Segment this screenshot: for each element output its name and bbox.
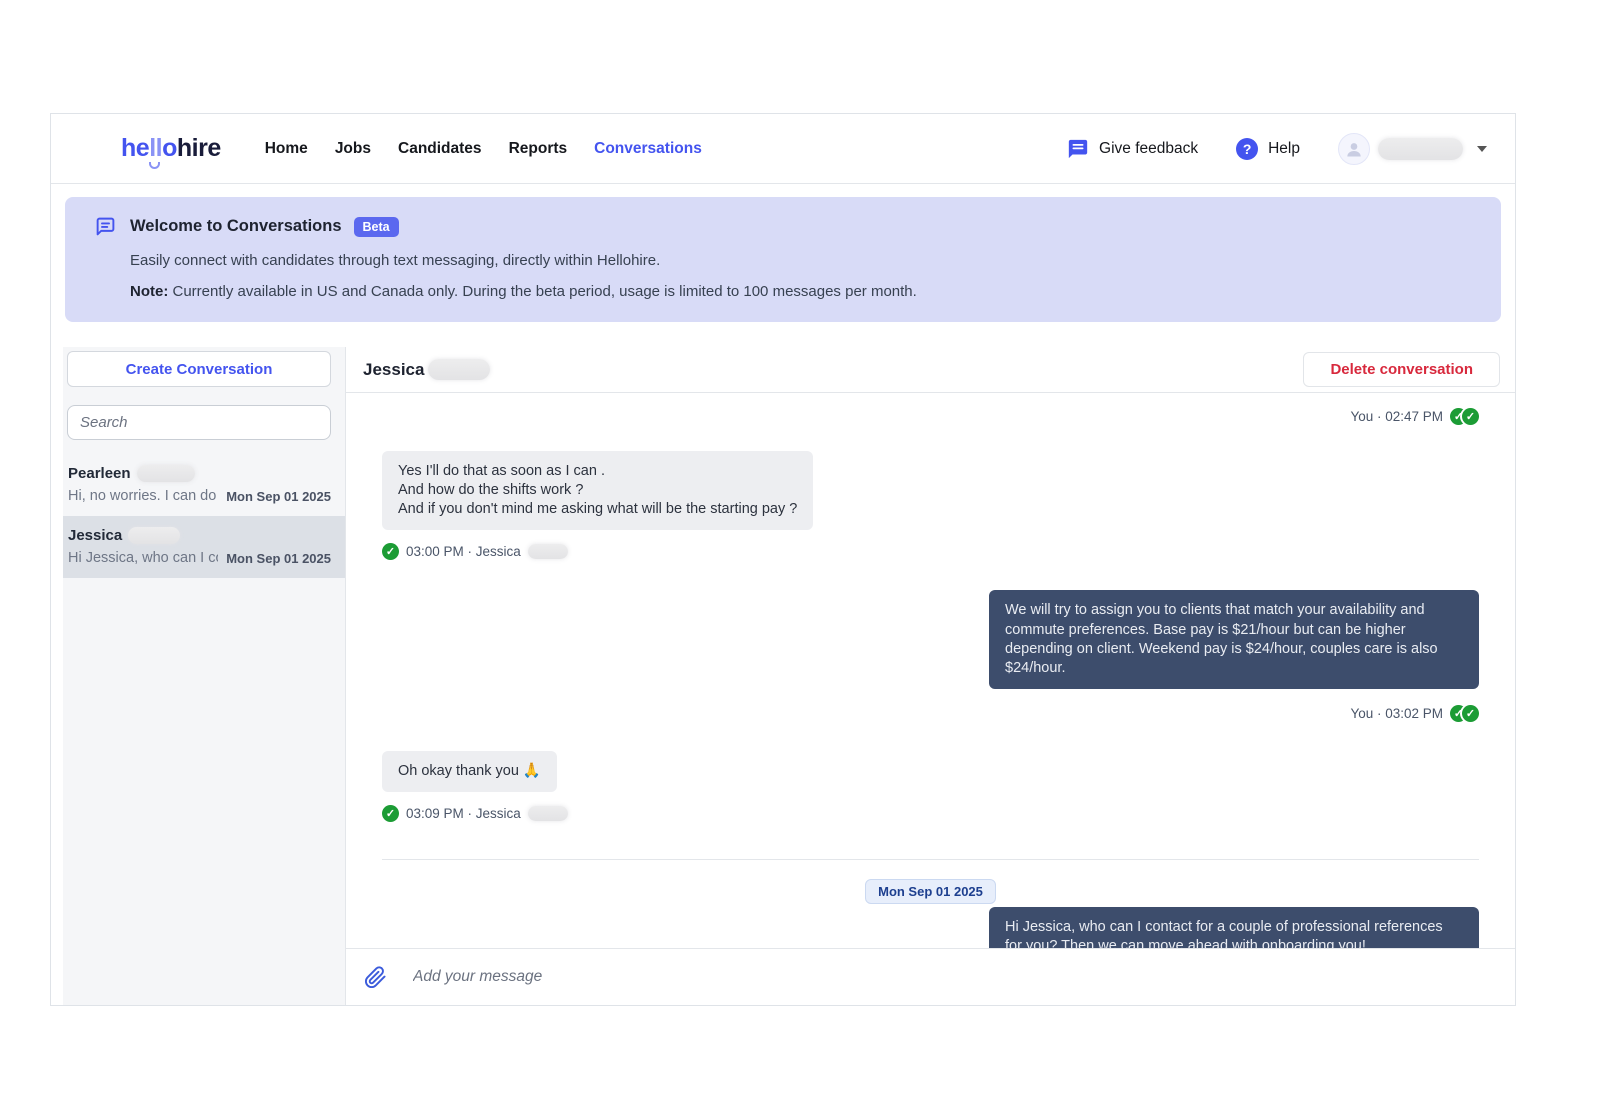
message-meta-incoming: ✓ 03:09 PM · Jessica (382, 805, 1479, 822)
redacted-last-name (136, 465, 195, 482)
feedback-icon (1068, 139, 1088, 158)
top-nav: hell ohire Home Jobs Candidates Reports C… (51, 114, 1515, 184)
nav-jobs[interactable]: Jobs (334, 139, 371, 157)
top-nav-right: Give feedback ? Help (1067, 132, 1487, 165)
message-meta-outgoing: You · 03:02 PM ✓ ✓ (382, 704, 1479, 722)
logo-text-hire: hire (176, 134, 221, 162)
message-meta-incoming: ✓ 03:00 PM · Jessica (382, 543, 1479, 561)
nav-conversations[interactable]: Conversations (594, 139, 702, 157)
conversation-list: Pearleen Hi, no worries. I can do 10... … (63, 454, 345, 578)
logo-curve (149, 162, 161, 169)
conversation-date: Mon Sep 01 2025 (226, 488, 331, 504)
conversation-preview: Hi, no worries. I can do 10... (68, 488, 218, 504)
chat-contact-name: Jessica (363, 359, 491, 380)
banner-title: Welcome to Conversations (130, 217, 342, 235)
chevron-down-icon (1477, 145, 1487, 152)
avatar (1338, 132, 1370, 165)
help-icon: ? (1236, 137, 1259, 160)
banner-note: Note: Currently available in US and Cana… (130, 283, 1471, 300)
logo-text-o: o (162, 134, 177, 162)
create-conversation-button[interactable]: Create Conversation (67, 351, 331, 387)
day-divider-line (382, 859, 1479, 860)
incoming-message-bubble: Oh okay thank you 🙏 (382, 750, 557, 792)
redacted-last-name (527, 544, 568, 560)
redacted-last-name (128, 527, 181, 544)
message-input[interactable] (413, 968, 1497, 986)
hellohire-logo[interactable]: hell ohire (121, 134, 221, 169)
conversation-name: Jessica (68, 527, 123, 544)
banner-note-text: Currently available in US and Canada onl… (168, 283, 917, 300)
nav-candidates[interactable]: Candidates (398, 139, 482, 157)
attachment-paperclip-icon[interactable] (364, 965, 387, 989)
help-button[interactable]: ? Help (1236, 137, 1300, 160)
outgoing-message-bubble: We will try to assign you to clients tha… (989, 590, 1479, 689)
give-feedback-label: Give feedback (1099, 139, 1199, 157)
conversation-name: Pearleen (68, 465, 131, 482)
banner-note-label: Note: (130, 283, 169, 300)
conversation-list-item-jessica[interactable]: Jessica Hi Jessica, who can I cont... Mo… (63, 516, 345, 578)
main-nav: Home Jobs Candidates Reports Conversatio… (265, 140, 702, 158)
conversations-sidebar: Create Conversation Pearleen Hi, no worr… (63, 347, 346, 1005)
chat-panel: Jessica Delete conversation You · 02:47 … (346, 347, 1515, 1005)
conversation-preview: Hi Jessica, who can I cont... (68, 550, 218, 566)
check-icon: ✓ (382, 805, 399, 822)
redacted-account-name (1378, 137, 1463, 160)
message-meta-text: You · 03:02 PM (1350, 705, 1443, 721)
incoming-message-bubble: Yes I'll do that as soon as I can . And … (382, 451, 814, 531)
app-window: hell ohire Home Jobs Candidates Reports C… (50, 113, 1516, 1006)
delete-conversation-button[interactable]: Delete conversation (1303, 352, 1500, 387)
date-chip: Mon Sep 01 2025 (865, 879, 996, 904)
conversation-list-item-pearleen[interactable]: Pearleen Hi, no worries. I can do 10... … (63, 454, 345, 516)
help-label: Help (1268, 139, 1300, 157)
person-icon (1347, 142, 1361, 156)
delivered-read-checks: ✓ ✓ (1450, 704, 1479, 722)
redacted-last-name (428, 359, 491, 380)
account-menu[interactable] (1338, 132, 1487, 165)
message-history[interactable]: You · 02:47 PM ✓ ✓ Yes I'll do that as so… (346, 393, 1515, 948)
logo-text-ll: ll (149, 134, 163, 169)
check-icon: ✓ (1462, 408, 1479, 425)
logo-text-he: he (121, 134, 150, 162)
content-area: Create Conversation Pearleen Hi, no worr… (51, 347, 1515, 1005)
outgoing-message-bubble: Hi Jessica, who can I contact for a coup… (989, 907, 1479, 948)
give-feedback-button[interactable]: Give feedback (1067, 138, 1198, 160)
check-icon: ✓ (382, 543, 399, 561)
redacted-last-name (527, 806, 568, 821)
conversation-date: Mon Sep 01 2025 (226, 550, 331, 566)
welcome-banner: Welcome to Conversations Beta Easily con… (65, 197, 1501, 322)
delivered-read-checks: ✓ ✓ (1450, 408, 1479, 425)
message-meta-text: 03:09 PM · Jessica (406, 806, 521, 821)
search-input[interactable] (67, 405, 331, 440)
message-meta-outgoing: You · 02:47 PM ✓ ✓ (382, 408, 1479, 425)
conversations-icon (96, 217, 115, 236)
banner-description: Easily connect with candidates through t… (130, 252, 661, 269)
message-meta-text: You · 02:47 PM (1350, 409, 1443, 424)
chat-header: Jessica Delete conversation (346, 347, 1515, 393)
message-meta-text: 03:00 PM · Jessica (406, 544, 521, 560)
check-icon: ✓ (1462, 704, 1479, 722)
message-composer (346, 948, 1515, 1005)
beta-badge: Beta (353, 216, 399, 237)
nav-reports[interactable]: Reports (508, 139, 568, 157)
nav-home[interactable]: Home (264, 139, 308, 157)
